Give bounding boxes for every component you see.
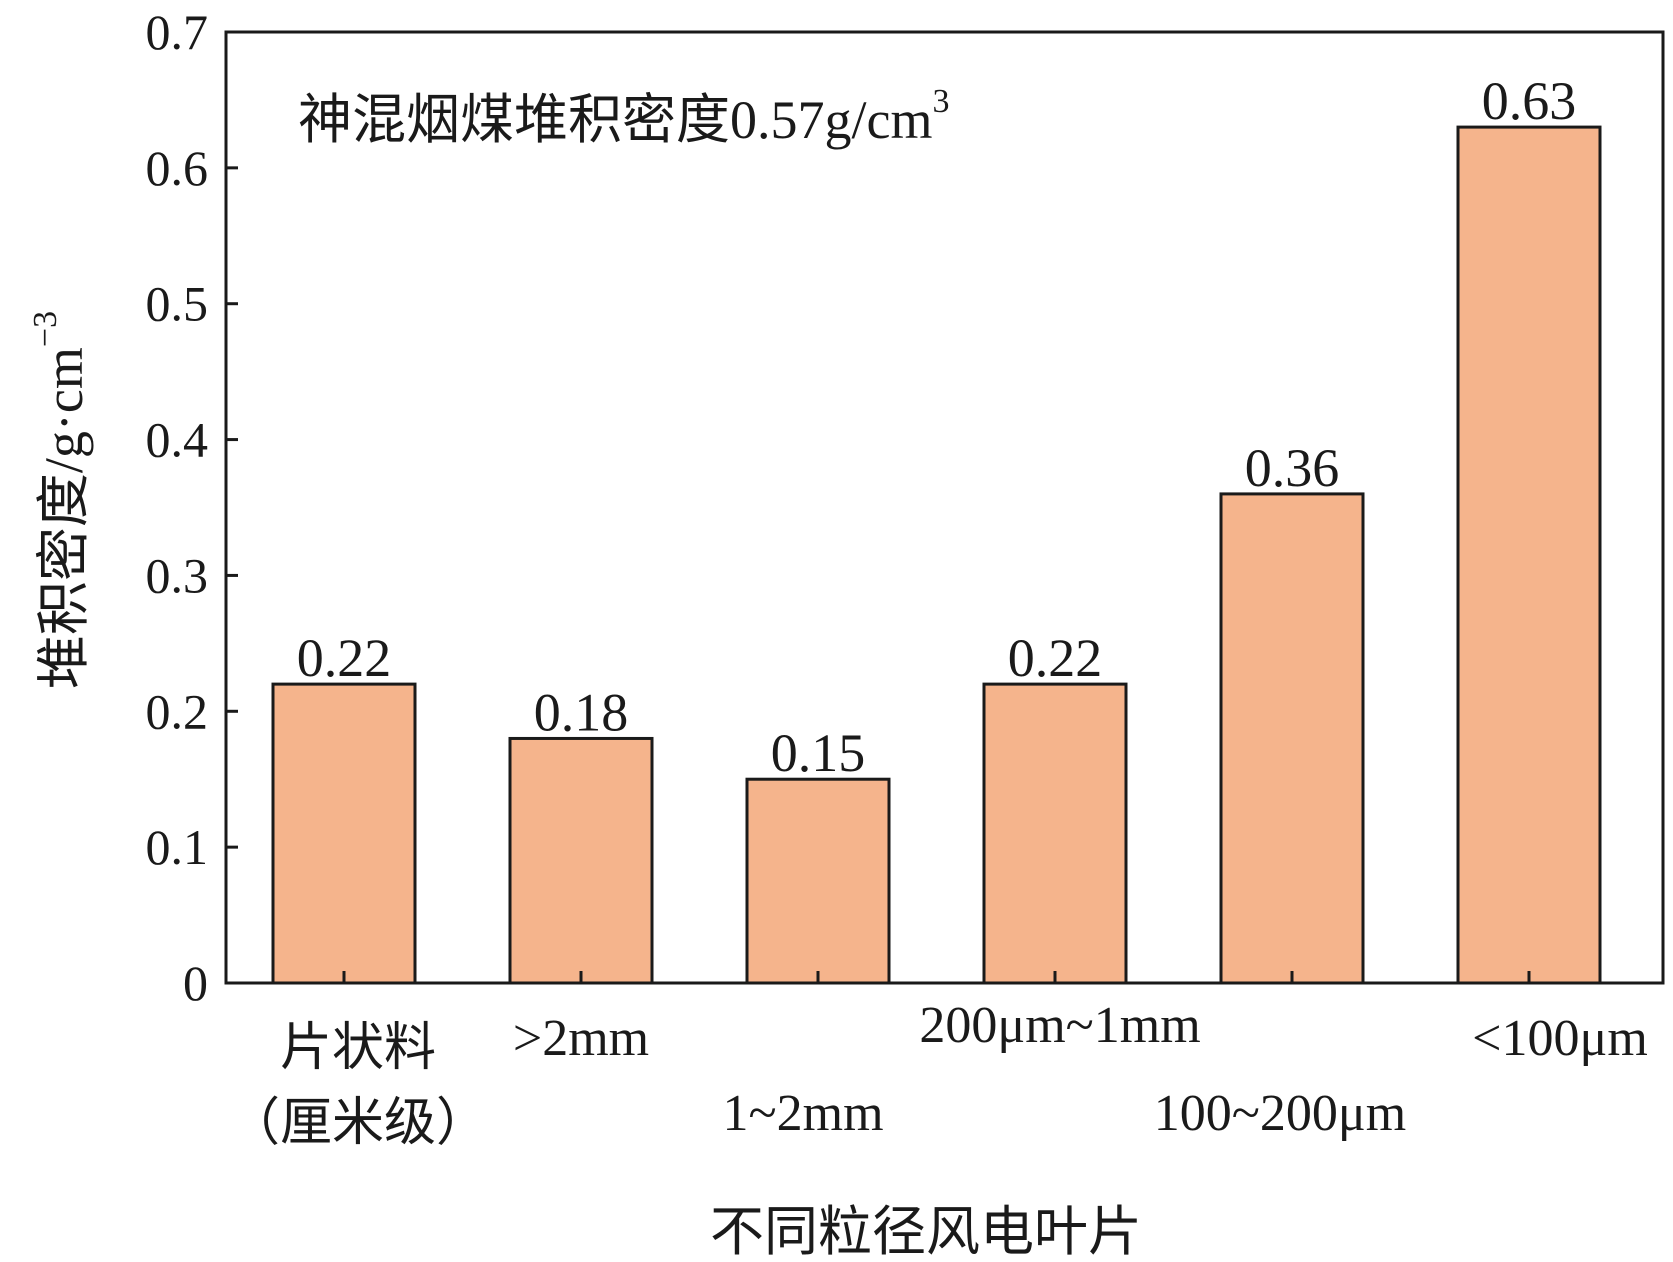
y-tick-label: 0.3 <box>146 547 209 603</box>
x-axis-title: 不同粒径风电叶片 <box>710 1202 1142 1262</box>
bar <box>271 682 417 985</box>
category-label: 1~2mm <box>722 1085 883 1142</box>
y-tick-label: 0.4 <box>146 412 209 468</box>
bar <box>508 736 654 985</box>
data-label: 0.15 <box>771 723 866 783</box>
annotation-superscript: 3 <box>932 83 949 120</box>
y-tick-label: 0.5 <box>146 276 209 332</box>
y-tick-label: 0.7 <box>146 4 209 60</box>
data-labels: 0.22 0.18 0.15 0.22 0.36 0.63 <box>297 71 1577 783</box>
data-label: 0.22 <box>297 628 392 688</box>
y-tick-label: 0.1 <box>146 819 209 875</box>
data-label: 0.18 <box>534 682 629 742</box>
category-label: 200μm~1mm <box>919 997 1200 1054</box>
category-label: 100~200μm <box>1154 1085 1406 1142</box>
bar <box>982 682 1128 985</box>
category-label: （厘米级） <box>228 1095 488 1152</box>
plot-frame <box>224 30 1665 985</box>
annotation: 神混烟煤堆积密度0.57g/cm3 <box>298 83 949 150</box>
annotation-text: 神混烟煤堆积密度0.57g/cm <box>298 90 932 150</box>
category-label: 片状料 <box>280 1020 436 1077</box>
bar <box>745 777 891 985</box>
data-label: 0.36 <box>1245 438 1340 498</box>
bars <box>271 125 1602 985</box>
y-axis-title-text: 堆积密度/g·cm <box>34 347 94 689</box>
y-axis-title-superscript: −3 <box>27 311 64 347</box>
y-axis-ticks: 0 0.1 0.2 0.3 0.4 0.5 0.6 0.7 <box>146 4 238 1011</box>
y-tick-label: 0 <box>183 955 208 1011</box>
data-label: 0.22 <box>1008 628 1103 688</box>
y-axis-title: 堆积密度/g·cm−3 <box>27 311 94 689</box>
category-label: >2mm <box>513 1010 649 1067</box>
bar <box>1219 492 1365 985</box>
y-tick-label: 0.2 <box>146 683 209 739</box>
x-axis-ticks <box>342 971 1531 983</box>
bar <box>1456 125 1602 985</box>
data-label: 0.63 <box>1482 71 1577 131</box>
y-tick-label: 0.6 <box>146 140 209 196</box>
category-labels: 片状料 （厘米级） >2mm 1~2mm 200μm~1mm 100~200μm <100μ… <box>228 997 1648 1152</box>
category-label: <100μm <box>1472 1010 1648 1067</box>
